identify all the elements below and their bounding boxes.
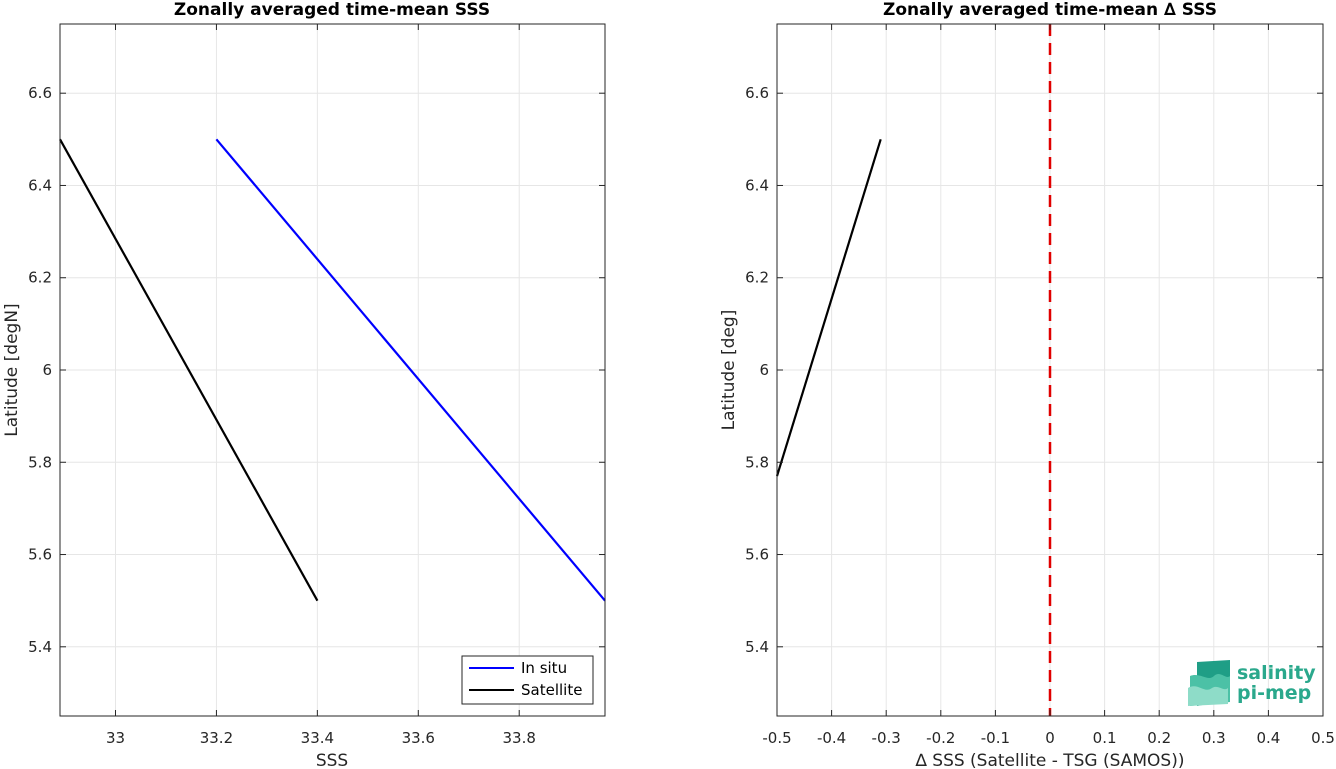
x-tick-label: 33.2	[200, 729, 233, 747]
y-tick-label: 6	[42, 361, 52, 379]
y-tick-label: 6.4	[745, 176, 769, 194]
logo-text-salinity: salinity	[1237, 662, 1316, 684]
y-tick-label: 6.4	[28, 176, 52, 194]
x-tick-label: 0.4	[1256, 729, 1280, 747]
chart-title: Zonally averaged time-mean ∆ SSS	[883, 0, 1217, 20]
x-tick-label: 33.8	[503, 729, 536, 747]
series-line-in-situ	[215, 138, 606, 602]
logo-wave-icon	[1188, 660, 1230, 706]
x-tick-label: -0.2	[926, 729, 955, 747]
y-axis-label: Latitude [degN]	[2, 303, 22, 436]
x-tick-label: -0.1	[981, 729, 1010, 747]
y-tick-label: 6	[759, 361, 769, 379]
x-axis-label: ∆ SSS (Satellite - TSG (SAMOS))	[915, 751, 1185, 769]
y-tick-label: 5.4	[28, 638, 52, 656]
legend-box	[461, 655, 594, 705]
x-tick-label: 0.3	[1202, 729, 1226, 747]
legend-label-satellite: Satellite	[521, 681, 582, 699]
tick-layer: 33 33.2 33.4 33.6 33.8 5.4 5.6 5.8 6 6.2 6.4 6.6	[28, 24, 605, 747]
chart-title: Zonally averaged time-mean SSS	[174, 0, 490, 20]
tick-layer: -0.5 -0.4 -0.3 -0.2 -0.1 0 0.1 0.2 0.3 0.4 0.5 5.4 5…	[745, 24, 1335, 747]
y-tick-label: 6.2	[28, 269, 52, 287]
series-layer	[775, 24, 1052, 716]
x-tick-label: 0	[1045, 729, 1055, 747]
salinity-pi-mep-logo: salinity pi-mep	[1188, 660, 1316, 706]
legend-label-in-situ: In situ	[521, 659, 567, 677]
y-tick-label: 5.8	[745, 453, 769, 471]
x-tick-label: -0.4	[817, 729, 846, 747]
x-tick-label: 33.6	[402, 729, 435, 747]
legend: In situ Satellite	[461, 655, 594, 705]
y-tick-label: 6.2	[745, 269, 769, 287]
series-line-satellite	[59, 138, 319, 602]
x-tick-label: -0.5	[762, 729, 791, 747]
y-axis-label: Latitude [deg]	[719, 310, 739, 431]
sss-panel: 33 33.2 33.4 33.6 33.8 5.4 5.6 5.8 6 6.2 6.4 6.6 Zo…	[2, 0, 606, 769]
x-tick-label: 33.4	[301, 729, 334, 747]
x-axis-label: SSS	[316, 751, 348, 769]
x-tick-label: 0.1	[1093, 729, 1117, 747]
y-tick-label: 6.6	[28, 84, 52, 102]
y-tick-label: 5.4	[745, 638, 769, 656]
series-layer	[59, 138, 606, 602]
x-tick-label: 33	[106, 729, 125, 747]
series-line-delta-sss	[775, 138, 882, 477]
logo-text-pi-mep: pi-mep	[1237, 682, 1311, 704]
y-tick-label: 5.6	[745, 546, 769, 564]
y-tick-label: 5.6	[28, 546, 52, 564]
x-tick-label: -0.3	[872, 729, 901, 747]
y-tick-label: 5.8	[28, 453, 52, 471]
x-tick-label: 0.2	[1147, 729, 1171, 747]
y-tick-label: 6.6	[745, 84, 769, 102]
delta-sss-panel: -0.5 -0.4 -0.3 -0.2 -0.1 0 0.1 0.2 0.3 0.4 0.5 5.4 5…	[719, 0, 1335, 769]
x-tick-label: 0.5	[1311, 729, 1335, 747]
